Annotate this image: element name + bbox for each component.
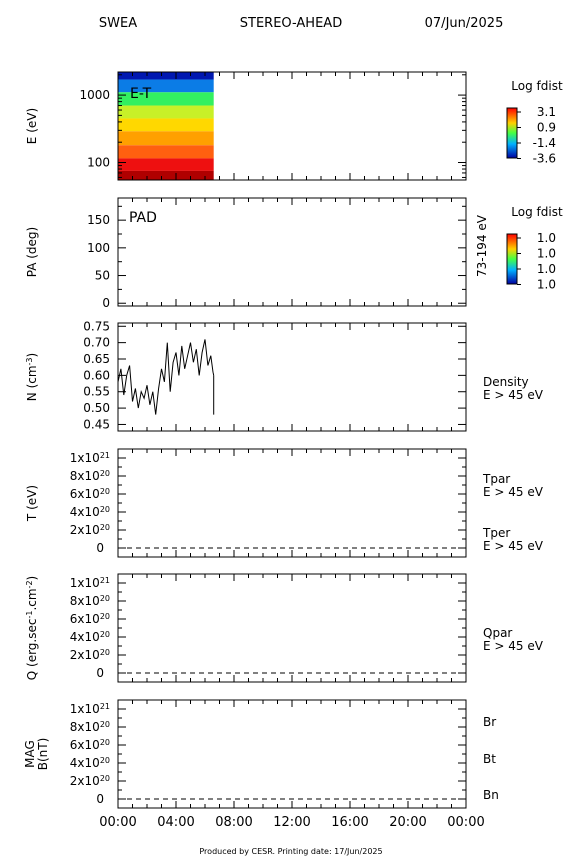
temperature-panel-y-tick-label: 0: [96, 541, 104, 555]
energy-panel-y-tick-label: 100: [87, 155, 110, 169]
time-axis: 00:00 04:00 08:00 12:00 16:00 20:00 00:00: [99, 815, 484, 830]
energy-panel-band: [118, 118, 214, 132]
heatflux-panel-y-tick-label: 8x1020: [70, 594, 110, 609]
density-panel-legend-label: E > 45 eV: [483, 388, 544, 402]
energy-panel-band: [118, 158, 214, 171]
heatflux-panel-frame: [117, 573, 467, 683]
temperature-panel-legend-label: Tpar: [482, 472, 510, 486]
temperature-panel-legend-label: Tper: [482, 526, 510, 540]
energy-panel-band: [118, 105, 214, 119]
pad-panel-y-tick-label: 150: [87, 213, 110, 227]
temperature-panel-y-tick-label: 1x1021: [70, 451, 110, 466]
pad-panel-colorbar-title: Log fdist: [511, 205, 563, 219]
time-axis-tick-label: 16:00: [331, 815, 368, 830]
heatflux-panel-y-tick-label: 0: [96, 666, 104, 680]
density-panel-y-tick-label: 0.55: [83, 385, 110, 399]
temperature-panel-y-tick-label: 2x1020: [70, 523, 110, 538]
mission-title: STEREO-AHEAD: [240, 16, 342, 31]
mag-panel-y-tick-label: 4x1020: [70, 756, 110, 771]
time-axis-tick-label: 20:00: [389, 815, 426, 830]
density-panel-y-tick-label: 0.70: [83, 336, 110, 350]
energy-panel-colorbar-label: -3.6: [533, 152, 556, 166]
pad-panel-colorbar-label: 1.0: [537, 262, 556, 276]
temperature-panel-y-tick-label: 8x1020: [70, 469, 110, 484]
mag-panel-y-tick-label: 0: [96, 792, 104, 806]
energy-panel-y-tick-label: 1000: [79, 88, 110, 102]
heatflux-panel-legend-label: Qpar: [483, 626, 512, 640]
energy-panel-band: [118, 170, 214, 180]
pad-panel-energy-range: 73-194 eV: [475, 214, 489, 277]
density-panel-y-tick-label: 0.75: [83, 319, 110, 333]
density-panel-ylabel: N (cm-3): [25, 353, 40, 401]
energy-panel-colorbar-bar: [506, 107, 518, 159]
mag-panel-y-tick-label: 8x1020: [70, 720, 110, 735]
energy-panel-band: [118, 72, 214, 80]
energy-panel-band: [118, 92, 214, 106]
pad-panel-y-tick-label: 100: [87, 241, 110, 255]
time-axis-tick-label: 00:00: [99, 815, 136, 830]
time-axis-tick-label: 00:00: [447, 815, 484, 830]
mag-panel-ylabel-title: MAG: [23, 740, 37, 768]
pad-panel-ylabel: PA (deg): [25, 227, 39, 277]
footer-credit: Produced by CESR. Printing date: 17/Jun/…: [199, 847, 382, 856]
heatflux-panel-legend-label: E > 45 eV: [483, 639, 544, 653]
pad-panel-frame: [117, 197, 467, 307]
instrument-title: SWEA: [99, 16, 137, 31]
date-title: 07/Jun/2025: [425, 16, 504, 31]
density-panel-y-tick-label: 0.60: [83, 368, 110, 382]
heatflux-panel-y-tick-label: 1x1021: [70, 576, 110, 591]
density-panel-y-tick-label: 0.50: [83, 401, 110, 415]
temperature-panel-ylabel: T (eV): [25, 485, 39, 522]
pad-panel-y-tick-label: 0: [102, 296, 110, 310]
density-panel-y-tick-label: 0.45: [83, 417, 110, 431]
mag-panel-legend-label: Bn: [483, 788, 499, 802]
energy-panel-annotation: E-T: [130, 86, 152, 102]
energy-panel-band: [118, 145, 214, 159]
energy-panel-colorbar-label: -1.4: [533, 136, 556, 150]
mag-panel-ylabel-unit: B(nT): [36, 738, 50, 771]
pad-panel-colorbar-label: 1.0: [537, 247, 556, 261]
temperature-panel-legend-label: E > 45 eV: [483, 485, 544, 499]
pad-panel-y-tick-label: 50: [95, 269, 110, 283]
mag-panel-y-tick-label: 2x1020: [70, 774, 110, 789]
heatflux-panel-y-tick-label: 4x1020: [70, 630, 110, 645]
pad-panel-colorbar-bar: [506, 233, 518, 285]
density-panel-series-line: [117, 339, 215, 415]
time-axis-tick-label: 08:00: [215, 815, 252, 830]
mag-panel-legend-label: Br: [483, 715, 496, 729]
pad-panel-annotation: PAD: [129, 210, 157, 226]
density-panel-frame: [117, 322, 467, 432]
mag-panel-y-tick-label: 1x1021: [70, 702, 110, 717]
heatflux-panel-y-tick-label: 2x1020: [70, 648, 110, 663]
temperature-panel-frame: [117, 448, 467, 558]
heatflux-panel-y-tick-label: 6x1020: [70, 612, 110, 627]
energy-panel-ylabel: E (eV): [25, 108, 39, 144]
mag-panel-frame: [117, 699, 467, 809]
heatflux-panel-ylabel: Q (erg.sec-1.cm-2): [25, 576, 40, 680]
density-panel-legend-label: Density: [483, 375, 529, 389]
pad-panel-colorbar-label: 1.0: [537, 231, 556, 245]
energy-panel-colorbar-label: 0.9: [537, 121, 556, 135]
mag-panel-y-tick-label: 6x1020: [70, 738, 110, 753]
energy-panel-colorbar-title: Log fdist: [511, 79, 563, 93]
mag-panel-legend-label: Bt: [483, 752, 496, 766]
energy-panel-band: [118, 79, 214, 93]
time-axis-tick-label: 04:00: [157, 815, 194, 830]
pad-panel-colorbar-label: 1.0: [537, 278, 556, 292]
density-panel-y-tick-label: 0.65: [83, 352, 110, 366]
time-axis-tick-label: 12:00: [273, 815, 310, 830]
temperature-panel-legend-label: E > 45 eV: [483, 539, 544, 553]
energy-panel-band: [118, 131, 214, 146]
temperature-panel-y-tick-label: 4x1020: [70, 505, 110, 520]
temperature-panel-y-tick-label: 6x1020: [70, 487, 110, 502]
energy-panel-colorbar-label: 3.1: [537, 105, 556, 119]
